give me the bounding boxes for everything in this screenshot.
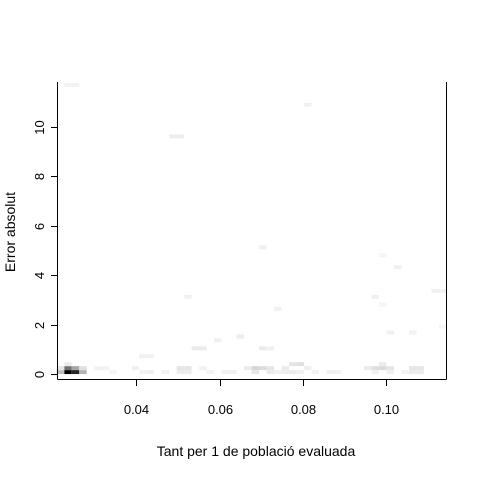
heatmap-cell <box>94 366 102 371</box>
heatmap-cell <box>259 346 267 351</box>
x-tick-label: 0.10 <box>374 402 399 417</box>
heatmap-cell <box>378 302 387 307</box>
heatmap-cell <box>289 370 297 375</box>
heatmap-cell <box>206 370 215 375</box>
heatmap-cell <box>408 370 417 375</box>
heatmap-cell <box>71 82 80 87</box>
heatmap-cell <box>56 366 65 371</box>
heatmap-cell <box>176 366 185 371</box>
heatmap-cell <box>386 370 394 375</box>
heatmap-cell <box>161 370 170 375</box>
heatmap-cell <box>401 370 409 375</box>
heatmap-cell <box>176 370 185 375</box>
x-axis-title: Tant per 1 de població evaluada <box>157 443 356 459</box>
heatmap-cell <box>214 338 222 343</box>
heatmap-cell <box>431 288 439 293</box>
y-tick-label: 4 <box>32 272 47 279</box>
heatmap-cell <box>169 134 177 139</box>
heatmap-cell <box>416 366 424 371</box>
heatmap-cell <box>184 366 192 371</box>
heatmap-cell <box>371 294 379 299</box>
heatmap-cell <box>408 330 417 335</box>
heatmap-cell <box>334 370 342 375</box>
heatmap-cell <box>64 370 72 375</box>
heatmap-cell <box>146 354 155 359</box>
heatmap-cell <box>266 370 275 375</box>
heatmap-cell <box>199 366 207 371</box>
y-tick-label: 0 <box>32 371 47 378</box>
heatmap-cell <box>378 366 387 371</box>
heatmap-cell <box>311 370 320 375</box>
heatmap-cell <box>251 366 260 371</box>
heatmap-cell <box>176 134 185 139</box>
heatmap-cell <box>408 366 417 371</box>
heatmap-cell <box>386 330 394 335</box>
heatmap-cell <box>289 362 297 367</box>
heatmap-cell <box>378 253 387 258</box>
heatmap-cell <box>386 366 394 371</box>
heatmap-cell <box>64 82 72 87</box>
heatmap-cell <box>281 366 290 371</box>
y-tick-label: 8 <box>32 173 47 180</box>
heatmap-cell <box>326 370 335 375</box>
heatmap-cell <box>131 366 140 371</box>
heatmap-cell <box>184 294 192 299</box>
y-tick-label: 6 <box>32 223 47 230</box>
heatmap-cell <box>251 370 260 375</box>
heatmap-cell <box>281 370 290 375</box>
heatmap-cell <box>393 265 402 270</box>
heatmap-cell <box>363 366 372 371</box>
heatmap-cell <box>438 288 447 293</box>
heatmap-cell <box>236 334 245 339</box>
heatmap-cell <box>244 366 252 371</box>
x-tick-label: 0.04 <box>124 402 149 417</box>
heatmap-cell <box>79 366 87 371</box>
y-tick-label: 10 <box>32 120 47 134</box>
heatmap-cell <box>296 370 305 375</box>
heatmap-cell <box>71 370 80 375</box>
heatmap-cell <box>304 102 312 107</box>
heatmap-cell <box>266 366 275 371</box>
heatmap-cell <box>371 370 379 375</box>
heatmap-cell <box>191 346 200 351</box>
heatmap-cell <box>56 370 65 375</box>
heatmap-cell <box>304 366 312 371</box>
heatmap-cell <box>259 366 267 371</box>
heatmap-cell <box>296 362 305 367</box>
heatmap-cell <box>266 346 275 351</box>
heatmap-cell <box>229 370 237 375</box>
heatmap-cell <box>79 370 87 375</box>
heatmap-cell <box>371 366 379 371</box>
heatmap-cell <box>416 370 424 375</box>
x-tick-label: 0.06 <box>208 402 233 417</box>
heatmap-cell <box>259 245 267 250</box>
heatmap-cell <box>378 362 387 367</box>
heatmap-cell <box>184 370 192 375</box>
heatmap-cell <box>71 366 80 371</box>
heatmap-cell <box>146 370 155 375</box>
heatmap-cell <box>139 354 147 359</box>
axes: 0.04 0.06 0.08 0.10 0 2 4 6 8 10 <box>32 82 447 417</box>
y-tick-label: 2 <box>32 322 47 329</box>
heatmap-cell <box>438 324 447 329</box>
heatmap-cell <box>199 346 207 351</box>
heatmap-cell <box>64 366 72 371</box>
heatmap-cell <box>64 362 72 367</box>
heatmap-cell <box>274 306 282 311</box>
heatmap-cell <box>274 370 282 375</box>
x-tick-label: 0.08 <box>291 402 316 417</box>
y-axis-title: Error absolut <box>2 192 18 272</box>
heatmap-cell <box>139 370 147 375</box>
heatmap-cell <box>221 370 230 375</box>
heatmap-cells <box>56 82 447 375</box>
heatmap-cell <box>109 370 117 375</box>
heatmap-cell <box>101 366 110 371</box>
